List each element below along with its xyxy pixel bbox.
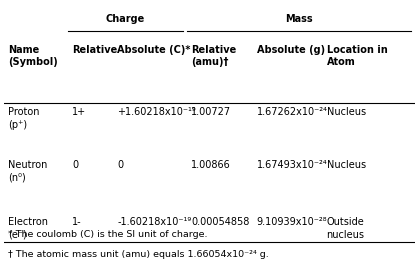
Text: +1.60218x10⁻¹⁹: +1.60218x10⁻¹⁹ [117,107,196,117]
Text: Absolute (g): Absolute (g) [257,45,325,54]
Text: Proton
(p⁺): Proton (p⁺) [8,107,40,130]
Text: Location in
Atom: Location in Atom [326,45,387,67]
Text: 1-: 1- [72,217,82,227]
Text: Neutron
(n⁰): Neutron (n⁰) [8,160,48,182]
Text: -1.60218x10⁻¹⁹: -1.60218x10⁻¹⁹ [117,217,191,227]
Text: 1+: 1+ [72,107,86,117]
Text: Relative
(amu)†: Relative (amu)† [191,45,236,67]
Text: Mass: Mass [285,14,313,25]
Text: Outside
nucleus: Outside nucleus [326,217,365,239]
Text: Relative: Relative [72,45,117,54]
Text: 1.67493x10⁻²⁴: 1.67493x10⁻²⁴ [257,160,328,170]
Text: Charge: Charge [106,14,145,25]
Text: † The atomic mass unit (amu) equals 1.66054x10⁻²⁴ g.: † The atomic mass unit (amu) equals 1.66… [8,250,269,259]
Text: 1.67262x10⁻²⁴: 1.67262x10⁻²⁴ [257,107,328,117]
Text: 0: 0 [117,160,123,170]
Text: 0.00054858: 0.00054858 [191,217,249,227]
Text: 0: 0 [72,160,78,170]
Text: * The coulomb (C) is the SI unit of charge.: * The coulomb (C) is the SI unit of char… [8,230,208,239]
Text: Nucleus: Nucleus [326,160,366,170]
Text: Nucleus: Nucleus [326,107,366,117]
Text: Absolute (C)*: Absolute (C)* [117,45,191,54]
Text: Name
(Symbol): Name (Symbol) [8,45,58,67]
Text: Electron
(e⁻): Electron (e⁻) [8,217,48,239]
Text: 1.00866: 1.00866 [191,160,231,170]
Text: 1.00727: 1.00727 [191,107,231,117]
Text: 9.10939x10⁻²⁸: 9.10939x10⁻²⁸ [257,217,327,227]
